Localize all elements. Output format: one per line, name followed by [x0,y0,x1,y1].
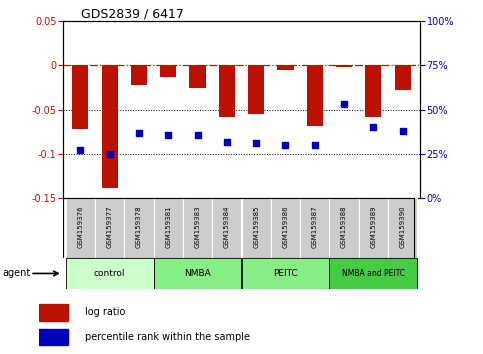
Bar [307,65,323,126]
Text: GSM159390: GSM159390 [399,206,406,249]
Point [252,141,260,146]
Bar [395,65,411,90]
Text: control: control [94,269,126,278]
Text: GSM159376: GSM159376 [77,206,84,249]
Bar [359,198,388,258]
Text: GSM159387: GSM159387 [312,206,318,249]
Bar [212,198,242,258]
Text: percentile rank within the sample: percentile rank within the sample [85,332,250,342]
Text: GSM159388: GSM159388 [341,206,347,249]
Text: GSM159378: GSM159378 [136,206,142,249]
Bar [124,198,154,258]
Point [76,148,84,153]
Point [106,151,114,157]
Text: GSM159384: GSM159384 [224,206,230,249]
Bar [300,198,329,258]
Bar [160,65,176,77]
Bar [66,258,154,289]
Bar [242,198,271,258]
Point [194,132,201,137]
Text: agent: agent [2,268,30,279]
Bar [154,198,183,258]
Bar [329,258,417,289]
Bar [95,198,124,258]
Bar [242,258,329,289]
Text: GSM159383: GSM159383 [195,206,200,249]
Text: NMBA: NMBA [184,269,211,278]
Point [282,142,289,148]
Bar [219,65,235,117]
Bar [336,65,352,67]
Text: GSM159385: GSM159385 [253,206,259,249]
Bar [277,65,294,70]
Bar [39,329,68,346]
Point [135,130,143,136]
Bar [365,65,382,117]
Bar [101,65,118,188]
Point [164,132,172,137]
Bar [154,258,242,289]
Bar [189,65,206,88]
Point [311,142,319,148]
Bar [131,65,147,85]
Bar [39,304,68,321]
Bar [183,198,212,258]
Text: GSM159389: GSM159389 [370,206,376,249]
Bar [388,198,417,258]
Text: NMBA and PEITC: NMBA and PEITC [342,269,405,278]
Text: log ratio: log ratio [85,308,125,318]
Point [369,125,377,130]
Bar [329,198,359,258]
Text: GSM159386: GSM159386 [283,206,288,249]
Point [223,139,231,144]
Point [340,102,348,107]
Text: GSM159377: GSM159377 [107,206,113,249]
Text: GSM159381: GSM159381 [165,206,171,249]
Bar [72,65,88,129]
Text: GDS2839 / 6417: GDS2839 / 6417 [81,7,184,20]
Bar [66,198,95,258]
Text: PEITC: PEITC [273,269,298,278]
Bar [248,65,264,114]
Point [399,128,407,134]
Bar [271,198,300,258]
